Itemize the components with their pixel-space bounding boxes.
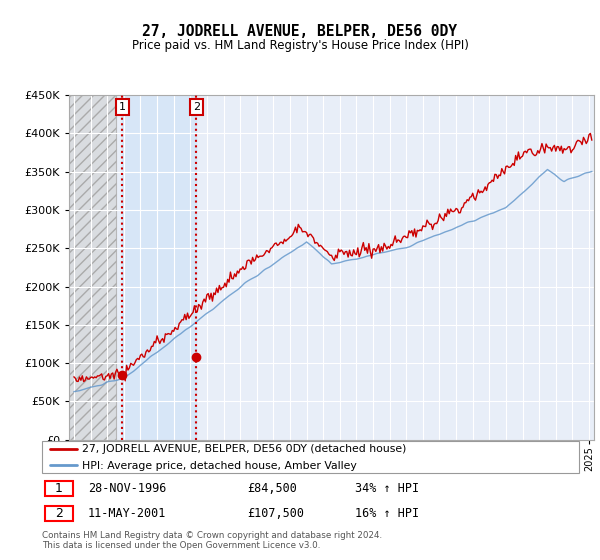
Text: 27, JODRELL AVENUE, BELPER, DE56 0DY: 27, JODRELL AVENUE, BELPER, DE56 0DY bbox=[143, 24, 458, 39]
Text: Contains HM Land Registry data © Crown copyright and database right 2024.
This d: Contains HM Land Registry data © Crown c… bbox=[42, 531, 382, 550]
Text: HPI: Average price, detached house, Amber Valley: HPI: Average price, detached house, Ambe… bbox=[83, 461, 357, 471]
Text: £84,500: £84,500 bbox=[247, 482, 297, 494]
Text: Price paid vs. HM Land Registry's House Price Index (HPI): Price paid vs. HM Land Registry's House … bbox=[131, 39, 469, 52]
FancyBboxPatch shape bbox=[45, 480, 73, 496]
Text: 28-NOV-1996: 28-NOV-1996 bbox=[88, 482, 166, 494]
Text: 2: 2 bbox=[193, 102, 200, 112]
FancyBboxPatch shape bbox=[42, 441, 580, 473]
Bar bbox=[122, 95, 196, 440]
Text: 1: 1 bbox=[55, 482, 62, 494]
Text: £107,500: £107,500 bbox=[247, 507, 304, 520]
Text: 1: 1 bbox=[119, 102, 126, 112]
Text: 16% ↑ HPI: 16% ↑ HPI bbox=[355, 507, 419, 520]
Text: 34% ↑ HPI: 34% ↑ HPI bbox=[355, 482, 419, 494]
FancyBboxPatch shape bbox=[45, 506, 73, 521]
Bar bbox=[69, 95, 116, 440]
Text: 27, JODRELL AVENUE, BELPER, DE56 0DY (detached house): 27, JODRELL AVENUE, BELPER, DE56 0DY (de… bbox=[83, 445, 407, 455]
Bar bbox=[69, 95, 116, 440]
Text: 2: 2 bbox=[55, 507, 62, 520]
Text: 11-MAY-2001: 11-MAY-2001 bbox=[88, 507, 166, 520]
